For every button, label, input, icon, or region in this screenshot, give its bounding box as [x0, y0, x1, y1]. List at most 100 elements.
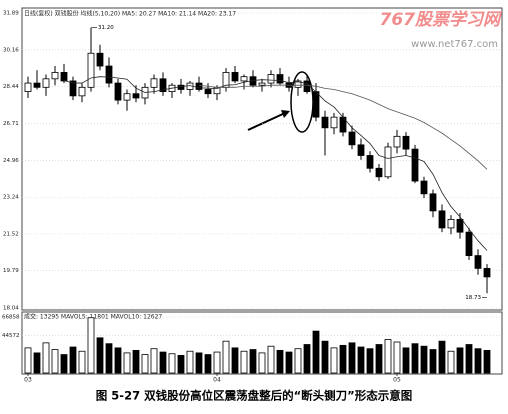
candle-body [42, 78, 50, 88]
candle-body [276, 74, 284, 84]
volume-bar [411, 343, 419, 374]
volume-header: 成交: 13295 MAVOL5: 11801 MAVOL10: 12627 [24, 313, 162, 321]
volume-bar [294, 348, 302, 374]
volume-bar [168, 353, 176, 374]
volume-bar [78, 350, 86, 374]
candle-body [60, 72, 68, 82]
volume-bar [357, 346, 365, 374]
candle-body [474, 255, 482, 269]
x-tick-label: 04 [213, 377, 221, 384]
candle-body [267, 74, 275, 84]
volume-bar [483, 349, 491, 374]
ma-line [63, 76, 488, 251]
candle-body [330, 116, 338, 129]
candle-body [78, 86, 86, 97]
y-tick-label: 21.52 [3, 231, 19, 237]
candle-body [294, 80, 302, 88]
candle-body [447, 218, 455, 229]
volume-bar [303, 344, 311, 374]
volume-bar [276, 349, 284, 374]
candle-body [348, 131, 356, 146]
volume-bar [123, 352, 131, 374]
volume-bar [348, 342, 356, 374]
candle-body [321, 116, 329, 129]
volume-bar [258, 352, 266, 374]
volume-bar [474, 348, 482, 374]
watermark-url: www.net767.com [411, 39, 498, 50]
y-tick-label: 30.16 [3, 47, 19, 53]
volume-bar [24, 347, 32, 374]
y-tick-label: 28.44 [3, 84, 19, 90]
volume-bar [177, 355, 185, 374]
candle-body [69, 80, 77, 97]
volume-bar [420, 345, 428, 374]
candle-body [159, 78, 167, 92]
volume-bar [267, 345, 275, 374]
volume-bar [204, 354, 212, 374]
candle-body [465, 231, 473, 257]
volume-bar [456, 347, 464, 374]
volume-bar [465, 344, 473, 374]
candle-body [240, 76, 248, 82]
ma-line [198, 84, 488, 170]
volume-bar [222, 340, 230, 374]
volume-bar [159, 351, 167, 374]
volume-bar [384, 339, 392, 374]
volume-bar [150, 348, 158, 374]
volume-bar [312, 330, 320, 374]
volume-bar [285, 351, 293, 374]
candle-body [312, 91, 320, 118]
candle-body [204, 89, 212, 95]
candle-body [258, 82, 266, 86]
volume-bar [114, 347, 122, 374]
candle-body [33, 82, 41, 88]
volume-bar [213, 351, 221, 374]
candle-body [411, 148, 419, 182]
volume-tick-label: 66858 [2, 315, 20, 321]
volume-bar [132, 349, 140, 374]
y-tick-label: 23.24 [3, 195, 19, 201]
candle-body [483, 267, 491, 278]
candle-body [231, 72, 239, 82]
candle-body [114, 82, 122, 101]
y-tick-label: 24.96 [3, 158, 19, 164]
candle-body [357, 144, 365, 156]
candle-body [150, 78, 158, 88]
volume-bar [240, 350, 248, 374]
candle-body [87, 52, 95, 88]
volume-bar [69, 346, 77, 374]
candle-body [402, 135, 410, 150]
volume-bar [402, 347, 410, 374]
candle-body [177, 84, 185, 90]
y-tick-label: 31.89 [3, 11, 19, 17]
y-tick-label: 18.04 [3, 306, 19, 312]
watermark-title: 767股票学习网 [380, 10, 503, 30]
volume-bar [447, 350, 455, 374]
volume-bar [375, 344, 383, 374]
candle-body [438, 210, 446, 229]
volume-bar [339, 344, 347, 374]
caption: 图 5-27 双钱股份高位区震荡盘整后的“断头铡刀”形态示意图 [96, 389, 412, 403]
volume-bar [51, 349, 59, 374]
volume-bar [186, 350, 194, 374]
volume-bar [42, 342, 50, 374]
volume-bar [60, 354, 68, 374]
candle-body [366, 155, 374, 169]
volume-bar [429, 349, 437, 374]
arrow [247, 112, 286, 131]
volume-bar [366, 348, 374, 374]
low-annotation: 18.73 [465, 295, 481, 301]
volume-bar [249, 349, 257, 374]
candle-body [24, 82, 32, 92]
y-tick-label: 26.71 [3, 121, 19, 127]
high-annotation: 31.20 [98, 25, 114, 31]
volume-bar [33, 352, 41, 374]
volume-bar [195, 352, 203, 374]
volume-bar [96, 337, 104, 374]
volume-tick-label: 44572 [2, 333, 20, 339]
volume-bar [141, 354, 149, 374]
candle-body [105, 65, 113, 84]
candle-body [456, 218, 464, 233]
candle-body [132, 93, 140, 99]
